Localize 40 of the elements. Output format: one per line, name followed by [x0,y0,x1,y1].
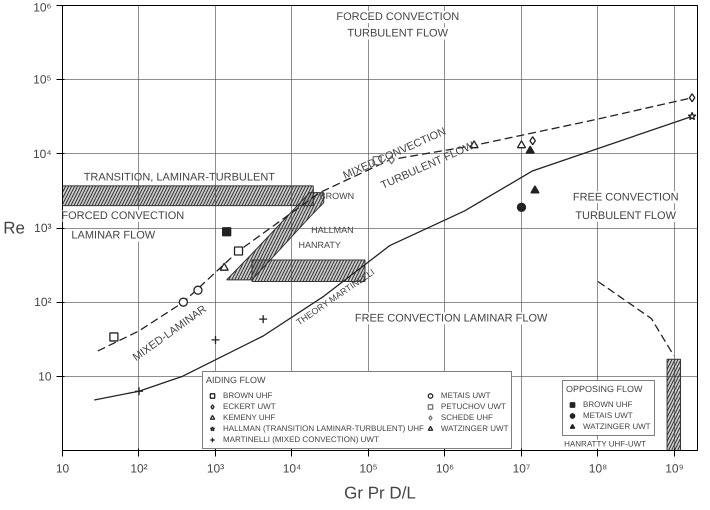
x-tick-label: 10⁵ [359,462,378,476]
x-tick-label: 10⁷ [512,462,530,476]
y-tick-label: 10³ [34,221,52,235]
legend-label: ECKERT UWT [223,402,276,412]
legend-title: AIDING FLOW [206,375,267,385]
x-tick-label: 10⁸ [588,462,608,476]
x-tick-label: 10³ [206,462,224,476]
x-tick-label: 10⁹ [665,462,684,476]
annotation: OPPOSING FLOW [566,384,644,394]
legend-label: MARTINELLI (MIXED CONVECTION) UWT [223,434,379,444]
y-tick-label: 10⁵ [33,72,52,87]
annotation: FORCED CONVECTION [336,11,460,24]
x-axis-title: Gr Pr D/L [344,484,416,502]
legend-label: WATZINGER UWT [440,424,508,434]
x-tick-label: 10⁶ [436,462,454,476]
y-tick-label: 10 [38,369,52,384]
annotation: FORCED CONVECTION [61,210,184,222]
legend-label: BROWN UHF [583,400,632,410]
legend-label: PETUCHOV UWT [440,402,506,412]
x-tick-label: 10² [130,462,148,476]
y-tick-label: 10⁶ [33,0,52,14]
annotation: TURBULENT FLOW [347,28,449,40]
y-axis-title: Re [3,218,25,238]
legend-label: METAIS UWT [583,410,633,420]
legend-label: KEMENY UHF [223,412,276,422]
annotation: LAMINAR FLOW [71,230,156,242]
legend-label: METAIS UWT [440,390,491,400]
annotation: FREE CONVECTION LAMINAR FLOW [354,312,548,324]
legend-label: WATZINGER UWT [583,422,651,432]
annotation: HANRATTY UHF-UWT [564,440,646,449]
legend-label: BROWN UHF [223,390,272,400]
annotation: TURBULENT FLOW [575,210,677,222]
annotation: FREE CONVECTION [572,191,679,204]
x-tick-label: 10⁴ [282,462,302,476]
legend-label: SCHEDE UHF [440,412,493,422]
y-tick-label: 10⁴ [32,146,52,161]
y-tick-label: 10² [34,295,52,310]
x-tick-label: 10 [56,462,70,476]
legend-label: HALLMAN (TRANSITION LAMINAR-TURBULENT) UHF [223,424,424,434]
annotation: HANRATY [298,240,341,250]
